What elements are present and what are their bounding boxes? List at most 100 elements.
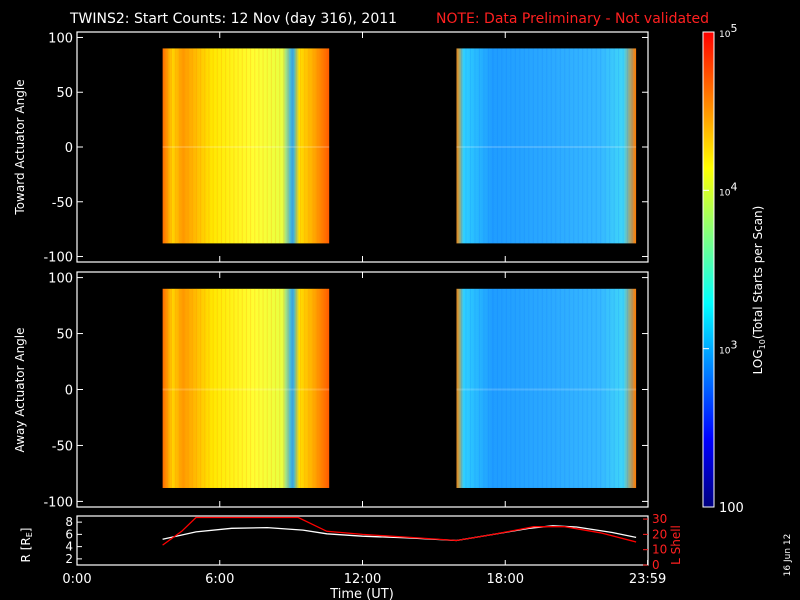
heatmap-stripe (460, 288, 462, 488)
heatmap-stripe (208, 288, 210, 488)
heatmap-stripe (523, 48, 525, 244)
colorbar: 105 104 103 100 LOG10(Total Starts per Scan… (702, 22, 767, 516)
heatmap-stripe (187, 288, 189, 488)
heatmap-stripe (465, 48, 467, 244)
heatmap-stripe (300, 48, 302, 244)
heatmap-stripe (233, 48, 235, 244)
heatmap-stripe (183, 48, 185, 244)
heatmap-stripe (229, 288, 231, 488)
heatmap-stripe (627, 288, 629, 488)
heatmap-stripe (312, 48, 314, 244)
heatmap-stripe (564, 48, 566, 244)
heatmap-stripe (316, 288, 318, 488)
heatmap-stripe (487, 48, 489, 244)
heatmap-stripe (541, 48, 543, 244)
y-axis: 100 50 0 -50 -100 (43, 31, 649, 266)
heatmap-stripe (254, 48, 256, 244)
heatmap-zero-line (456, 388, 637, 391)
heatmap-stripe (595, 48, 597, 244)
heatmap-stripe (474, 48, 476, 244)
heatmap-stripe (627, 48, 629, 244)
panel-frame (76, 515, 649, 566)
heatmap-stripe (162, 288, 164, 488)
heatmap-stripe (270, 48, 272, 244)
x-tick-label: 12:00 (344, 572, 381, 587)
heatmap-stripe (478, 288, 480, 488)
y-tick-label: 0 (65, 141, 73, 156)
right-y-tick-label: 10 (652, 543, 667, 557)
right-y-tick-label: 20 (652, 527, 667, 541)
heatmap-stripe (241, 288, 243, 488)
heatmap-stripe (216, 288, 218, 488)
heatmap-segment (456, 288, 637, 488)
heatmap-stripe (460, 48, 462, 244)
heatmap-stripe (283, 288, 285, 488)
heatmap-stripe (537, 288, 539, 488)
heatmap-stripe (266, 288, 268, 488)
heatmap-stripe (546, 48, 548, 244)
heatmap-stripe (216, 48, 218, 244)
heatmap-stripe (270, 288, 272, 488)
heatmap-stripe (212, 288, 214, 488)
heatmap-stripe (591, 48, 593, 244)
heatmap-stripe (325, 48, 327, 244)
heatmap-segment (162, 288, 330, 488)
x-tick-label: 18:00 (487, 572, 524, 587)
heatmap-zero-line (162, 388, 330, 391)
heatmap-stripe (304, 48, 306, 244)
right-y-tick-label: 30 (652, 512, 667, 526)
heatmap-stripe (295, 48, 297, 244)
heatmap-stripe (179, 288, 181, 488)
heatmap-stripe (266, 48, 268, 244)
heatmap-stripe (316, 48, 318, 244)
heatmap-stripe (225, 288, 227, 488)
x-tick-label: 23:59 (629, 572, 666, 587)
y-tick-label: -100 (43, 495, 73, 510)
heatmap-stripe (287, 288, 289, 488)
heatmap-stripe (510, 288, 512, 488)
heatmap-stripe (577, 288, 579, 488)
heatmap-stripe (505, 48, 507, 244)
heatmap-stripe (275, 288, 277, 488)
y-tick-label: 50 (56, 86, 73, 101)
heatmap-stripe (492, 48, 494, 244)
y-tick-label: 0 (65, 384, 73, 399)
heatmap-stripe (559, 288, 561, 488)
heatmap-stripe (618, 288, 620, 488)
heatmap-stripe (308, 48, 310, 244)
heatmap-stripe (262, 288, 264, 488)
heatmap-cells (162, 48, 637, 244)
heatmap-stripe (555, 288, 557, 488)
line-series (162, 516, 637, 546)
heatmap-stripe (469, 48, 471, 244)
heatmap-stripe (591, 288, 593, 488)
heatmap-stripe (254, 288, 256, 488)
heatmap-stripe (162, 48, 164, 244)
heatmap-stripe (514, 288, 516, 488)
y-axis: 100 50 0 -50 -100 (43, 272, 649, 510)
heatmap-stripe (233, 288, 235, 488)
y-tick-label: 100 (48, 272, 73, 287)
toward-angle-panel: 100 50 0 -50 -100 Toward Actuator Angle (13, 31, 649, 266)
heatmap-stripe (600, 48, 602, 244)
left-y-tick-label: 2 (65, 552, 73, 566)
heatmap-stripe (568, 288, 570, 488)
heatmap-stripe (200, 288, 202, 488)
y-tick-label: -100 (43, 251, 73, 266)
heatmap-stripe (179, 48, 181, 244)
heatmap-stripe (582, 48, 584, 244)
heatmap-stripe (501, 48, 503, 244)
heatmap-stripe (220, 48, 222, 244)
heatmap-stripe (300, 288, 302, 488)
heatmap-stripe (245, 288, 247, 488)
heatmap-stripe (191, 288, 193, 488)
heatmap-stripe (208, 48, 210, 244)
heatmap-stripe (237, 48, 239, 244)
colorbar-ticks: 105 104 103 100 (703, 22, 744, 516)
heatmap-stripe (237, 288, 239, 488)
heatmap-stripe (195, 48, 197, 244)
heatmap-stripe (312, 288, 314, 488)
